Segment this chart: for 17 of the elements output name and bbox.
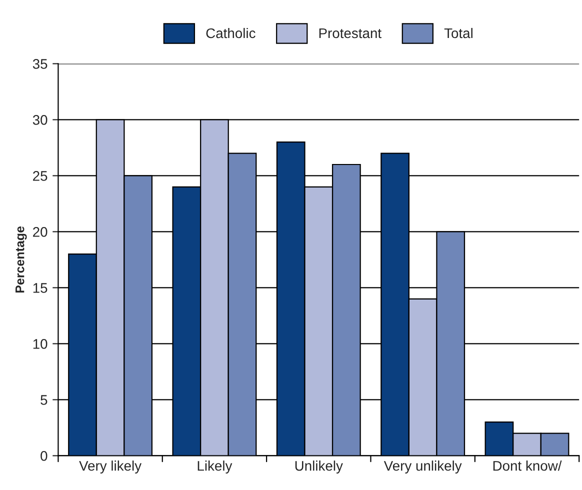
y-tick-label: 15 <box>33 283 48 293</box>
x-tick-label: Likely <box>198 460 232 474</box>
x-tick-label: Unlikely <box>295 460 343 474</box>
x-tick-label: Dont know/ <box>493 460 562 471</box>
x-tick-label: Very likely <box>79 460 142 474</box>
y-axis-title: Percentage <box>16 226 27 293</box>
y-tick-label: 5 <box>40 395 48 405</box>
legend-label: Catholic <box>206 28 256 38</box>
y-tick-label: 35 <box>32 59 48 69</box>
y-tick-label: 10 <box>33 339 48 349</box>
y-tick-label: 30 <box>32 115 48 125</box>
legend-label: Total <box>444 28 472 38</box>
legend-label: Protestant <box>319 28 382 38</box>
y-tick-label: 0 <box>40 451 48 461</box>
y-tick-label: 20 <box>33 227 48 237</box>
x-tick-label: Very unlikely <box>384 460 462 474</box>
y-tick-label: 25 <box>33 171 48 181</box>
